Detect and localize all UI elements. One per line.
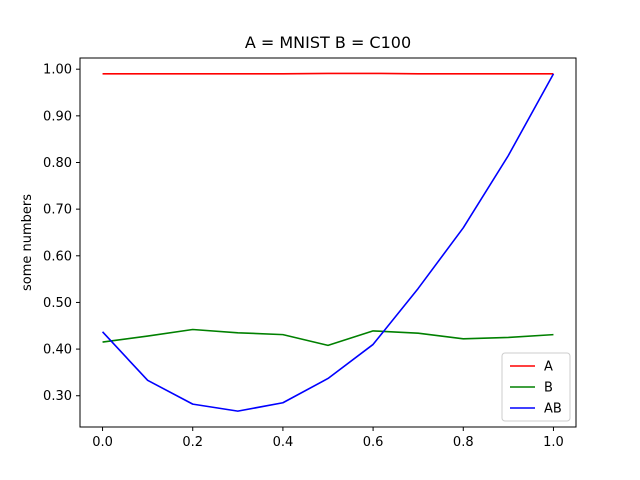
series-line-ab xyxy=(101,73,555,412)
chart-title: A = MNIST B = C100 xyxy=(245,33,411,52)
y-axis-label: some numbers xyxy=(20,194,35,291)
legend-label-b: B xyxy=(544,381,553,396)
y-tick-label: 0.90 xyxy=(43,109,72,124)
legend-box xyxy=(501,352,571,422)
series-line-b xyxy=(102,328,554,347)
series-lines xyxy=(101,72,555,412)
y-tick-label: 0.30 xyxy=(43,389,72,404)
x-tick-label: 0.2 xyxy=(182,435,203,450)
x-tick-label: 0.6 xyxy=(363,435,384,450)
legend: AB AB xyxy=(501,352,571,422)
x-tick-label: 1.0 xyxy=(543,435,564,450)
y-tick-label: 0.70 xyxy=(43,203,72,218)
y-tick-label: 0.40 xyxy=(43,343,72,358)
y-tick-label: 0.80 xyxy=(43,156,72,171)
legend-label-ab: AB xyxy=(544,402,562,417)
x-tick-label: 0.0 xyxy=(92,435,113,450)
x-tick-label: 0.8 xyxy=(453,435,474,450)
x-tick-label: 0.4 xyxy=(273,435,294,450)
y-tick-label: 1.00 xyxy=(43,63,72,78)
axis-ticks: 0.0 0.2 0.4 0.6 0.8 1.0 0.30 0.40 0.50 0.60 0.70 0.… xyxy=(43,63,564,450)
axes-frame xyxy=(79,57,577,428)
y-tick-label: 0.60 xyxy=(43,249,72,264)
y-tick-label: 0.50 xyxy=(43,296,72,311)
legend-label-a: A xyxy=(544,360,553,375)
